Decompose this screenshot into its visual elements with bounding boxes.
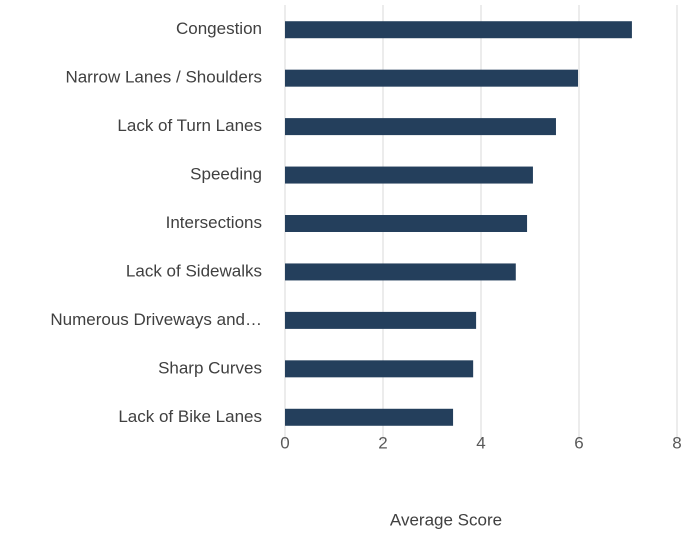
- bar: [285, 311, 477, 329]
- y-tick-label: Lack of Turn Lanes: [117, 116, 262, 135]
- bar: [285, 21, 632, 39]
- x-tick-label: 6: [574, 433, 583, 452]
- bar: [285, 263, 516, 281]
- y-tick-label: Intersections: [166, 213, 262, 232]
- y-tick-label: Lack of Sidewalks: [126, 261, 262, 280]
- x-tick-label: 2: [378, 433, 387, 452]
- y-tick-label: Speeding: [190, 165, 262, 184]
- bar: [285, 360, 474, 378]
- x-tick-label: 4: [476, 433, 485, 452]
- x-tick-label: 8: [672, 433, 681, 452]
- y-tick-label: Sharp Curves: [158, 358, 262, 377]
- y-tick-label: Congestion: [176, 19, 262, 38]
- y-tick-label: Narrow Lanes / Shoulders: [65, 68, 262, 87]
- bar: [285, 166, 533, 184]
- x-tick-label: 0: [280, 433, 289, 452]
- bar: [285, 215, 528, 232]
- bar: [285, 408, 454, 426]
- y-tick-label: Numerous Driveways and…: [50, 310, 262, 329]
- y-tick-label: Lack of Bike Lanes: [118, 407, 262, 426]
- x-axis-title: Average Score: [390, 510, 502, 529]
- bar: [285, 118, 556, 136]
- bar: [285, 69, 579, 87]
